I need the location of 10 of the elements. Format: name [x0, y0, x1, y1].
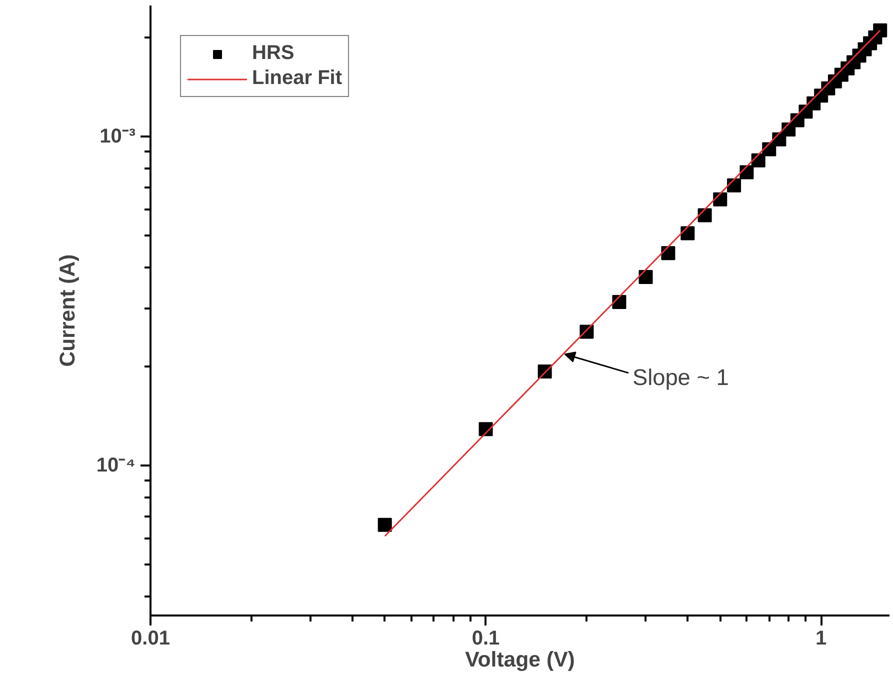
y-tick-label: 10⁻³: [100, 125, 136, 148]
x-axis-title: Voltage (V): [465, 648, 575, 672]
legend-label: HRS: [252, 42, 294, 65]
legend-label: Linear Fit: [252, 67, 342, 90]
x-tick-label: 1: [816, 628, 827, 650]
y-axis-title: Current (A): [55, 254, 80, 367]
annotation: Slope ~ 1: [632, 364, 729, 390]
y-tick-label: 10⁻⁴: [96, 454, 136, 476]
x-tick-label: 0.01: [131, 628, 170, 650]
x-tick-label: 0.1: [472, 628, 500, 650]
